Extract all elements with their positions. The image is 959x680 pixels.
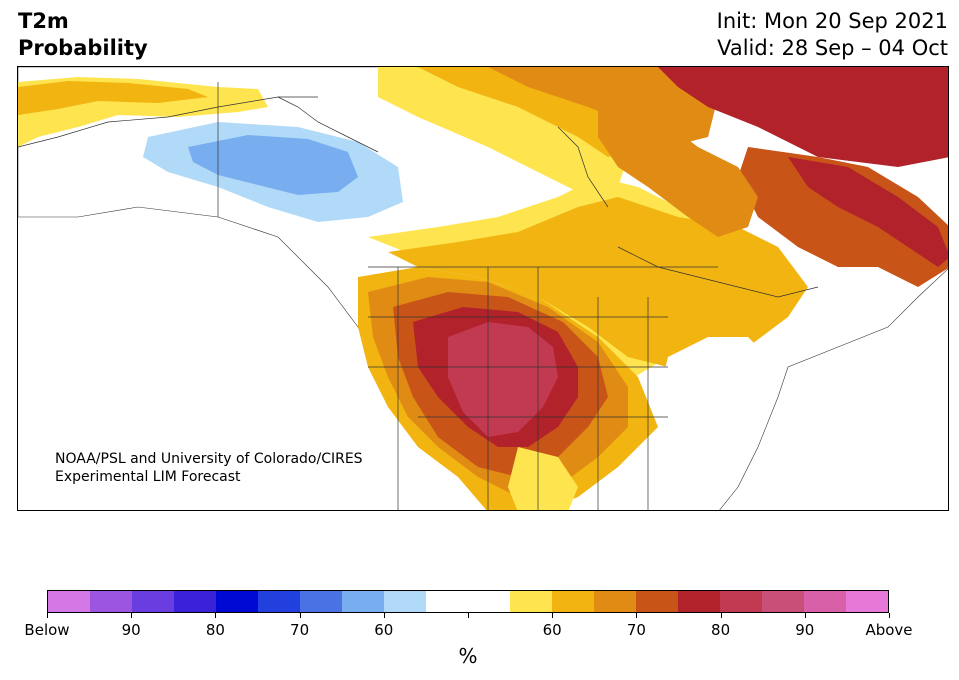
map-title: T2m Probability [18,8,148,62]
credit-text: NOAA/PSL and University of Colorado/CIRE… [55,450,363,486]
colorbar-tick-label: 90 [795,621,815,639]
colorbar-tick-label: Below [24,621,70,639]
colorbar-segment [678,591,720,612]
colorbar-tick [47,613,48,618]
credit-line-2: Experimental LIM Forecast [55,469,241,485]
colorbar-ticks [47,613,890,619]
title-variable: T2m [18,9,69,33]
warm-core-labrador [788,157,948,267]
colorbar-tick-label: 90 [121,621,141,639]
warm-band-hudson [598,107,758,237]
colorbar-tick-label: 70 [626,621,646,639]
warm-band-labrador [738,147,948,287]
colorbar-tick [299,613,301,618]
colorbar-segment [132,591,174,612]
colorbar-tick [720,613,722,618]
colorbar-tick [131,613,133,618]
colorbar-segment [510,591,552,612]
colorbar-segment [426,591,468,612]
cool-core-yukon [188,135,358,195]
colorbar-segment [174,591,216,612]
colorbar-unit: % [458,644,478,668]
colorbar-segment [846,591,888,612]
colorbar-tick [889,613,890,618]
map-canvas [18,67,948,510]
colorbar-segment [594,591,636,612]
colorbar-segment [384,591,426,612]
colorbar-segment [216,591,258,612]
colorbar-segment [300,591,342,612]
colorbar-tick [468,613,469,618]
colorbar-segment [636,591,678,612]
colorbar-tick [804,613,806,618]
colorbar-segment [762,591,804,612]
neutral-southeast [658,337,778,457]
colorbar [47,590,889,613]
colorbar-tick [636,613,638,618]
colorbar-tick [552,613,554,618]
colorbar-segment [48,591,90,612]
colorbar-segment [258,591,300,612]
map-boundaries [18,82,819,510]
probability-map [17,66,949,511]
colorbar-tick [215,613,217,618]
colorbar-segment [552,591,594,612]
warm-band-mexico [508,447,578,510]
colorbar-tick [383,613,385,618]
credit-line-1: NOAA/PSL and University of Colorado/CIRE… [55,451,363,467]
colorbar-segment [342,591,384,612]
colorbar-segment [804,591,846,612]
colorbar-tick-label: 80 [205,621,225,639]
forecast-dates: Init: Mon 20 Sep 2021 Valid: 28 Sep – 04… [717,8,948,62]
colorbar-tick-label: 60 [542,621,562,639]
colorbar-segment [720,591,762,612]
warm-band-alaska-2 [18,81,208,115]
title-product: Probability [18,36,148,60]
valid-range: Valid: 28 Sep – 04 Oct [717,36,948,60]
colorbar-tick-label: Above [865,621,913,639]
warm-peak-west-us [448,322,558,437]
colorbar-segment [468,591,510,612]
colorbar-tick-label: 80 [711,621,731,639]
colorbar-tick-label: 70 [290,621,310,639]
warm-band-central-canada-2 [388,197,808,367]
colorbar-segment [90,591,132,612]
init-date: Init: Mon 20 Sep 2021 [716,9,948,33]
colorbar-tick-label: 60 [374,621,394,639]
warm-core-northeast [658,67,948,167]
